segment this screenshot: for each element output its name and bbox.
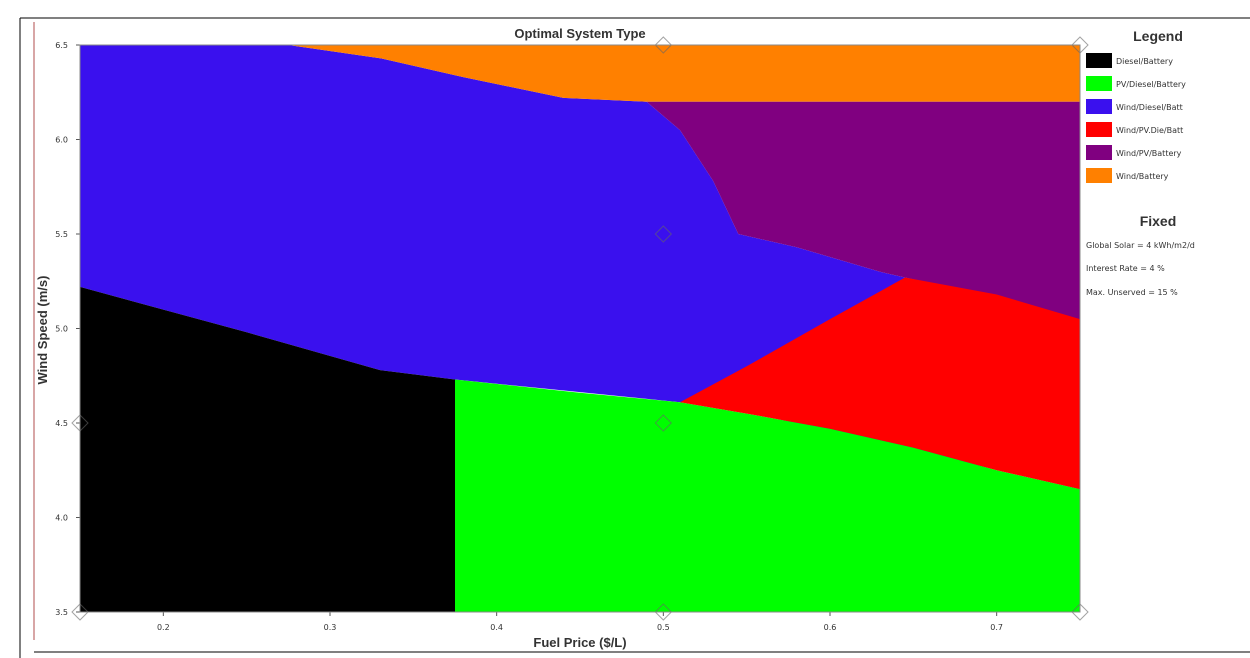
y-tick-label: 6.0 [55, 136, 68, 145]
fixed-panel: Fixed Global Solar = 4 kWh/m2/d Interest… [1086, 213, 1195, 297]
diamond-marker [71, 603, 89, 621]
chart-title: Optimal System Type [514, 26, 645, 41]
diamond-marker [654, 36, 673, 54]
legend-swatch [1086, 145, 1112, 160]
fixed-line-interest: Interest Rate = 4 % [1086, 264, 1165, 273]
fixed-title: Fixed [1140, 213, 1177, 229]
x-tick-label: 0.7 [990, 623, 1003, 632]
legend-swatch [1086, 76, 1112, 91]
diamond-marker [654, 603, 673, 621]
region-wind-battery [288, 45, 1080, 102]
legend-label: Diesel/Battery [1116, 57, 1173, 66]
x-tick-label: 0.5 [657, 623, 670, 632]
diamond-marker [1071, 603, 1089, 621]
legend-label: Wind/Battery [1116, 172, 1169, 181]
legend-title: Legend [1133, 28, 1183, 44]
y-tick-label: 3.5 [55, 608, 68, 617]
legend-label: Wind/PV.Die/Batt [1116, 126, 1183, 135]
tick-layer: 0.2 0.3 0.4 0.5 0.6 0.7 3.5 4.0 4.5 5.0 5.5 6.0 6.5 [55, 41, 1003, 632]
plot-border [79, 44, 1081, 613]
x-tick-label: 0.4 [490, 623, 503, 632]
y-tick-label: 6.5 [55, 41, 68, 50]
legend-swatch [1086, 122, 1112, 137]
fixed-line-unserved: Max. Unserved = 15 % [1086, 288, 1178, 297]
legend-items: Diesel/Battery PV/Diesel/Battery Wind/Dies… [1086, 53, 1186, 183]
diamond-marker [654, 414, 673, 432]
y-tick-label: 4.0 [55, 514, 68, 523]
x-tick-label: 0.3 [324, 623, 337, 632]
legend: Legend Diesel/Battery PV/Diesel/Battery Wi… [1086, 28, 1186, 183]
region-wind-pv-battery [646, 101, 1080, 329]
region-pv-diesel-battery [455, 379, 1080, 612]
x-axis-title: Fuel Price ($/L) [533, 635, 626, 650]
y-tick-label: 4.5 [55, 419, 68, 428]
legend-swatch [1086, 168, 1112, 183]
legend-swatch [1086, 99, 1112, 114]
legend-label: Wind/PV/Battery [1116, 149, 1182, 158]
y-axis-title: Wind Speed (m/s) [35, 276, 50, 385]
diamond-marker [654, 225, 673, 243]
legend-label: PV/Diesel/Battery [1116, 80, 1186, 89]
region-layer [80, 45, 1080, 612]
y-tick-label: 5.5 [55, 230, 68, 239]
marker-layer [71, 36, 1089, 621]
x-tick-label: 0.2 [157, 623, 170, 632]
legend-swatch [1086, 53, 1112, 68]
region-diesel-battery [80, 286, 455, 612]
x-tick-label: 0.6 [824, 623, 837, 632]
y-tick-label: 5.0 [55, 325, 68, 334]
region-wind-pv-diesel-batt [680, 277, 1080, 490]
fixed-line-solar: Global Solar = 4 kWh/m2/d [1086, 241, 1195, 250]
legend-label: Wind/Diesel/Batt [1116, 103, 1183, 112]
